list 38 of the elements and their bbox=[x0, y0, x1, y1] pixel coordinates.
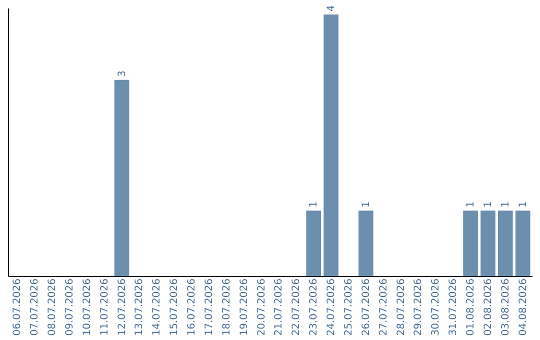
x-tick-label: 20.07.2026 bbox=[256, 278, 268, 336]
x-tick-label: 01.08.2026 bbox=[466, 278, 477, 336]
x-tick-label: 18.07.2026 bbox=[221, 278, 232, 336]
x-tick-label: 17.07.2026 bbox=[204, 278, 215, 336]
x-tick-label: 13.07.2026 bbox=[134, 278, 146, 336]
data-label: 3 bbox=[116, 70, 128, 77]
x-tick-label: 04.08.2026 bbox=[518, 278, 529, 336]
x-tick-label: 02.08.2026 bbox=[482, 278, 494, 336]
data-label: 1 bbox=[466, 201, 477, 208]
x-tick-label: 11.07.2026 bbox=[99, 278, 110, 336]
x-tick-label: 30.07.2026 bbox=[430, 278, 442, 336]
x-tick-label: 03.08.2026 bbox=[500, 278, 512, 336]
x-tick-label: 16.07.2026 bbox=[186, 278, 198, 336]
x-tick-label: 19.07.2026 bbox=[238, 278, 250, 336]
x-tick-label: 28.07.2026 bbox=[396, 278, 407, 336]
x-tick-label: 25.07.2026 bbox=[343, 278, 354, 336]
x-tick-label: 21.07.2026 bbox=[274, 278, 285, 336]
data-label: 1 bbox=[482, 201, 494, 208]
x-tick-label: 22.07.2026 bbox=[291, 278, 302, 336]
x-tick-label: 15.07.2026 bbox=[169, 278, 180, 336]
x-tick-label: 07.07.2026 bbox=[30, 278, 41, 336]
x-tick-label: 10.07.2026 bbox=[82, 278, 93, 336]
x-tick-label: 27.07.2026 bbox=[378, 278, 390, 336]
x-tick-label: 23.07.2026 bbox=[308, 278, 320, 336]
x-tick-label: 29.07.2026 bbox=[413, 278, 424, 336]
data-label: 1 bbox=[360, 201, 372, 208]
data-label: 1 bbox=[308, 201, 320, 208]
data-label: 1 bbox=[500, 201, 512, 208]
x-tick-label: 14.07.2026 bbox=[152, 278, 163, 336]
x-tick-label: 08.07.2026 bbox=[47, 278, 58, 336]
x-tick-label: 06.07.2026 bbox=[12, 278, 24, 336]
x-tick-label: 31.07.2026 bbox=[448, 278, 460, 336]
data-label: 4 bbox=[326, 5, 338, 12]
x-tick-label: 09.07.2026 bbox=[64, 278, 76, 336]
x-tick-label: 12.07.2026 bbox=[116, 278, 128, 336]
x-tick-label: 26.07.2026 bbox=[360, 278, 372, 336]
x-tick-label: 24.07.2026 bbox=[326, 278, 338, 336]
data-label: 1 bbox=[518, 201, 529, 208]
